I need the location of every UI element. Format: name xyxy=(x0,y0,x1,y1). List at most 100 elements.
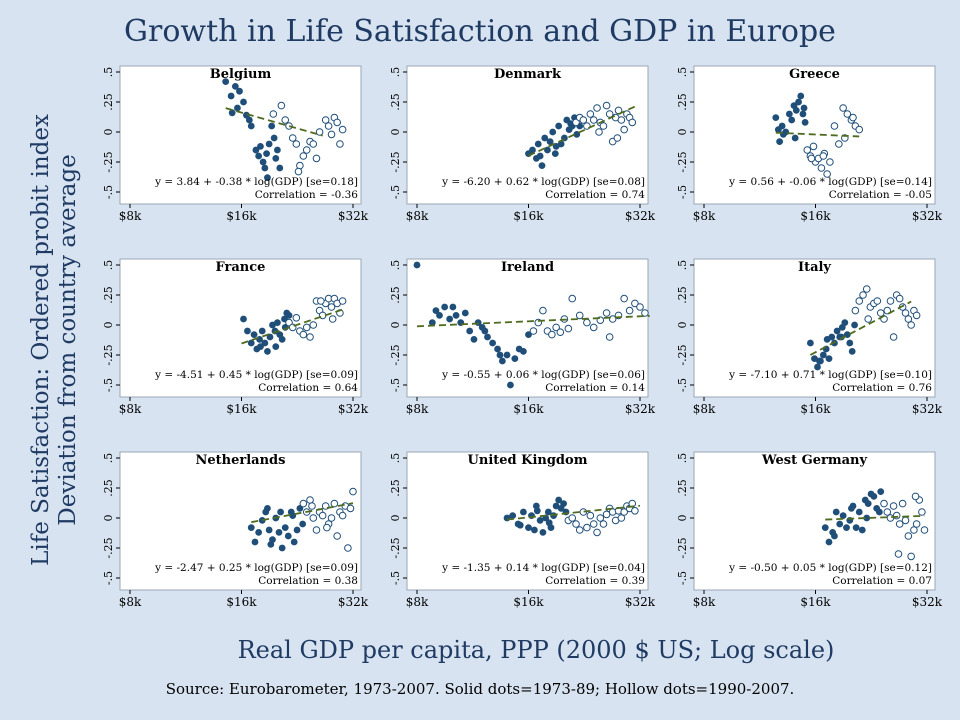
solid-point xyxy=(791,134,799,142)
y-tick-label: .25 xyxy=(676,479,689,497)
regression-equation: y = 0.56 + -0.06 * log(GDP) [se=0.14] xyxy=(728,176,932,188)
solid-point xyxy=(272,155,280,162)
fit-line xyxy=(775,131,860,138)
y-tick-label: .5 xyxy=(389,453,402,464)
hollow-point xyxy=(593,528,601,537)
hollow-point xyxy=(807,154,816,163)
solid-point xyxy=(293,526,301,534)
hollow-point xyxy=(583,523,591,532)
hollow-point xyxy=(575,526,584,534)
fit-line xyxy=(225,107,323,137)
solid-point xyxy=(264,174,271,181)
hollow-point xyxy=(901,309,910,317)
hollow-point xyxy=(338,297,347,305)
hollow-point xyxy=(309,514,318,522)
solid-point xyxy=(551,150,559,157)
hollow-point xyxy=(617,116,626,124)
solid-point xyxy=(461,309,469,317)
hollow-point xyxy=(803,146,812,154)
fit-line xyxy=(251,502,354,524)
x-tick-label: $32k xyxy=(625,209,656,223)
y-tick-label: 0 xyxy=(676,515,689,522)
solid-point xyxy=(240,315,247,323)
solid-point xyxy=(265,140,273,148)
solid-point xyxy=(841,319,849,326)
hollow-point xyxy=(819,152,828,160)
y-tick-label: -.25 xyxy=(676,344,689,365)
x-tick-label: $32k xyxy=(625,402,656,416)
hollow-point xyxy=(613,134,622,142)
solid-point xyxy=(240,98,247,106)
y-tick-label: .25 xyxy=(389,93,402,111)
hollow-point xyxy=(309,140,318,148)
solid-point xyxy=(774,126,782,133)
y-tick-label: 0 xyxy=(102,322,115,329)
correlation-label: Correlation = -0.36 xyxy=(255,189,359,201)
regression-equation: y = -7.10 + 0.71 * log(GDP) [se=0.10] xyxy=(728,369,932,381)
x-tick-label: $8k xyxy=(406,209,429,223)
hollow-point xyxy=(608,315,617,323)
x-tick-label: $8k xyxy=(693,209,716,223)
regression-equation: y = -6.20 + 0.62 * log(GDP) [se=0.08] xyxy=(441,176,645,188)
hollow-point xyxy=(617,514,626,522)
solid-point xyxy=(864,500,872,507)
hollow-point xyxy=(898,499,907,508)
regression-equation: y = -4.51 + 0.45 * log(GDP) [se=0.09] xyxy=(154,369,358,381)
solid-point xyxy=(436,312,443,319)
hollow-point xyxy=(321,116,330,124)
x-tick-label: $32k xyxy=(338,402,369,416)
y-tick-label: -.5 xyxy=(102,378,115,392)
solid-point xyxy=(801,119,809,126)
solid-point xyxy=(795,98,802,106)
panel-title: Netherlands xyxy=(196,453,286,468)
hollow-point xyxy=(299,330,308,339)
hollow-point xyxy=(306,333,314,341)
x-axis-label: Real GDP per capita, PPP (2000 $ US; Log… xyxy=(237,636,835,664)
x-tick-label: $8k xyxy=(406,595,429,609)
solid-point xyxy=(776,138,784,145)
solid-point xyxy=(243,111,250,119)
x-tick-label: $32k xyxy=(338,595,369,609)
hollow-point xyxy=(620,125,628,134)
hollow-point xyxy=(873,297,882,305)
hollow-point xyxy=(338,511,347,520)
fit-line xyxy=(809,300,912,356)
solid-point xyxy=(261,164,269,172)
solid-point xyxy=(268,122,276,130)
y-tick-label: .25 xyxy=(676,93,689,111)
solid-point xyxy=(831,532,838,540)
solid-point xyxy=(833,327,841,335)
solid-point xyxy=(819,351,827,359)
hollow-point xyxy=(308,502,316,510)
hollow-point xyxy=(292,140,301,148)
solid-point xyxy=(545,519,553,527)
solid-point xyxy=(278,336,286,343)
fit-line xyxy=(416,314,650,328)
solid-point xyxy=(534,140,542,148)
solid-point xyxy=(270,134,278,142)
solid-point xyxy=(525,524,532,531)
fit-line xyxy=(241,308,343,345)
solid-point xyxy=(228,109,236,117)
solid-point xyxy=(870,493,878,500)
solid-point xyxy=(222,78,230,85)
solid-point xyxy=(285,312,293,319)
solid-point xyxy=(257,343,264,350)
hollow-point xyxy=(548,330,556,339)
panel-france: .5 .25 0 -.25 -.5 $8k $16k $32k France y = -4.51 … xyxy=(102,258,369,416)
solid-point xyxy=(252,146,260,154)
solid-point xyxy=(531,526,538,534)
y-tick-label: -.25 xyxy=(102,151,115,172)
y-tick-label: 0 xyxy=(676,322,689,329)
solid-point xyxy=(529,146,536,154)
solid-point xyxy=(546,138,554,145)
solid-point xyxy=(825,355,833,362)
y-tick-label: -.25 xyxy=(676,151,689,172)
hollow-point xyxy=(552,323,560,332)
hollow-point xyxy=(855,125,864,134)
solid-point xyxy=(877,488,885,495)
hollow-point xyxy=(602,309,611,317)
solid-point xyxy=(788,116,796,124)
solid-point xyxy=(452,312,460,319)
solid-point xyxy=(299,520,307,528)
